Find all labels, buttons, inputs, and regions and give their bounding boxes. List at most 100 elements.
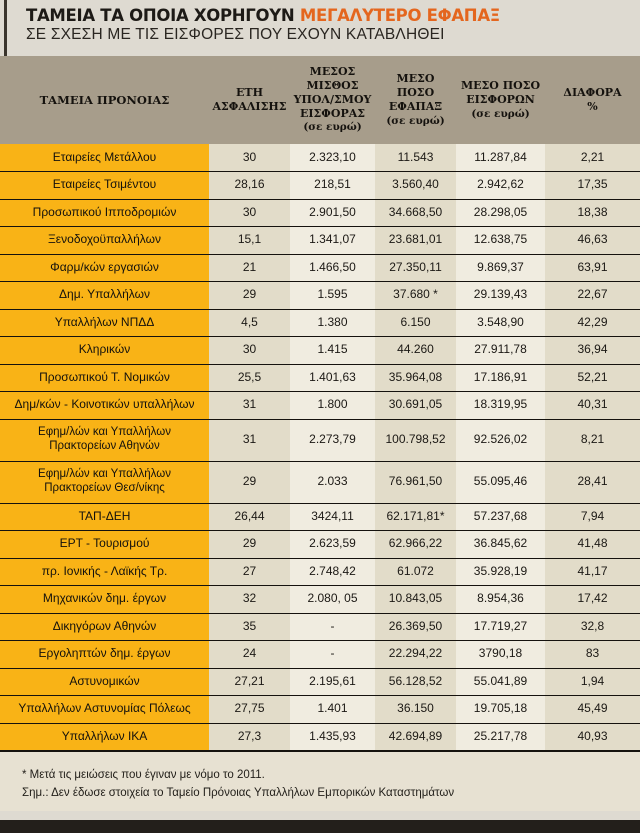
header-line-1: ΜΕΣΟΣ: [309, 65, 356, 79]
table-row: Προσωπικού Τ. Νομικών 25,5 1.401,63 35.964,…: [0, 364, 640, 392]
cell-fund-name: ΤΑΠ-ΔΕΗ: [0, 503, 209, 531]
cell-insurance-years: 21: [209, 254, 290, 282]
cell-insurance-years: 31: [209, 419, 290, 462]
header-line-2: ΜΙΣΘΟΣ: [306, 79, 359, 93]
cell-difference-percent: 40,93: [545, 723, 640, 752]
cell-insurance-years: 25,5: [209, 364, 290, 392]
cell-average-salary: 2.273,79: [290, 419, 375, 462]
cell-difference-percent: 22,67: [545, 281, 640, 310]
header-unit-note: (σε ευρώ): [303, 121, 362, 134]
cell-average-salary: -: [290, 640, 375, 669]
cell-difference-percent: 28,41: [545, 461, 640, 504]
cell-difference-percent: 36,94: [545, 336, 640, 365]
cell-average-salary: 1.435,93: [290, 723, 375, 752]
header-line-4: ΕΙΣΦΟΡΑΣ: [299, 106, 366, 120]
column-header-average-salary: ΜΕΣΟΣ ΜΙΣΘΟΣ ΥΠΟΛ/ΣΜΟΥ ΕΙΣΦΟΡΑΣ (σε ευρώ…: [290, 56, 375, 144]
fund-name-line-1: Εφημ/λών και Υπαλλήλων: [38, 468, 171, 481]
cell-average-contributions: 8.954,36: [456, 585, 545, 614]
table-row: πρ. Ιονικής - Λαϊκής Τρ. 27 2.748,42 61.072…: [0, 558, 640, 586]
column-header-insurance-years: ΕΤΗ ΑΣΦΑΛΙΣΗΣ: [209, 56, 290, 144]
cell-average-salary: 1.800: [290, 391, 375, 420]
header-line-1: ΜΕΣΟ ΠΟΣΟ: [460, 79, 541, 93]
cell-average-salary: 1.595: [290, 281, 375, 310]
cell-average-lump-sum: 61.072: [375, 558, 456, 586]
cell-average-salary: 1.415: [290, 336, 375, 365]
cell-average-contributions: 19.705,18: [456, 695, 545, 724]
cell-fund-name: ΕΡΤ - Τουρισμού: [0, 530, 209, 559]
cell-average-contributions: 17.186,91: [456, 364, 545, 392]
table-row: Εφημ/λών και Υπαλλήλων Πρακτορείων Θεσ/νί…: [0, 461, 640, 504]
header-line-2: ΑΣΦΑΛΙΣΗΣ: [212, 100, 287, 113]
title-highlight-part: ΜΕΓΑΛΥΤΕΡΟ ΕΦΑΠΑΞ: [299, 6, 500, 25]
cell-fund-name: Κληρικών: [0, 336, 209, 365]
cell-average-salary: 3424,11: [290, 503, 375, 531]
table-row: Μηχανικών δημ. έργων 32 2.080, 05 10.843,05…: [0, 585, 640, 614]
cell-insurance-years: 26,44: [209, 503, 290, 531]
cell-fund-name: Δημ/κών - Κοινοτικών υπαλλήλων: [0, 391, 209, 420]
cell-average-contributions: 18.319,95: [456, 391, 545, 420]
title-block: ΤΑΜΕΙΑ ΤΑ ΟΠΟΙΑ ΧΟΡΗΓΟΥΝ ΜΕΓΑΛΥΤΕΡΟ ΕΦΑΠ…: [0, 0, 640, 56]
cell-average-lump-sum: 36.150: [375, 695, 456, 724]
cell-fund-name: Εφημ/λών και Υπαλλήλων Πρακτορείων Θεσ/νί…: [0, 461, 209, 504]
table-row: ΕΡΤ - Τουρισμού 29 2.623,59 62.966,22 36.845…: [0, 530, 640, 559]
cell-fund-name: Προσωπικού Τ. Νομικών: [0, 364, 209, 392]
cell-insurance-years: 30: [209, 336, 290, 365]
table-row: Ξενοδοχοϋπαλλήλων 15,1 1.341,07 23.681,01 12…: [0, 226, 640, 255]
cell-difference-percent: 83: [545, 640, 640, 669]
cell-difference-percent: 52,21: [545, 364, 640, 392]
cell-fund-name: πρ. Ιονικής - Λαϊκής Τρ.: [0, 558, 209, 586]
table-row: Εργοληπτών δημ. έργων 24-22.294,22 3790,18…: [0, 640, 640, 669]
cell-insurance-years: 27: [209, 558, 290, 586]
table-body: Εταιρείες Μετάλλου 30 2.323,10 11.543 11.287…: [0, 144, 640, 752]
cell-average-lump-sum: 62.171,81*: [375, 503, 456, 531]
cell-insurance-years: 30: [209, 199, 290, 227]
cell-average-contributions: 9.869,37: [456, 254, 545, 282]
cell-fund-name: Δημ. Υπαλλήλων: [0, 281, 209, 310]
cell-fund-name: Μηχανικών δημ. έργων: [0, 585, 209, 614]
cell-average-contributions: 55.095,46: [456, 461, 545, 504]
cell-fund-name: Εργοληπτών δημ. έργων: [0, 640, 209, 669]
cell-average-contributions: 3.548,90: [456, 309, 545, 337]
cell-average-lump-sum: 34.668,50: [375, 199, 456, 227]
cell-average-salary: 2.033: [290, 461, 375, 504]
table-row: Αστυνομικών 27,21 2.195,61 56.128,52 55.041,…: [0, 668, 640, 696]
cell-average-lump-sum: 56.128,52: [375, 668, 456, 696]
cell-fund-name: Υπαλλήλων ΙΚΑ: [0, 723, 209, 752]
cell-average-salary: -: [290, 613, 375, 641]
cell-insurance-years: 30: [209, 144, 290, 172]
cell-fund-name: Εταιρείες Μετάλλου: [0, 144, 209, 172]
cell-insurance-years: 28,16: [209, 171, 290, 200]
cell-insurance-years: 4,5: [209, 309, 290, 337]
cell-average-lump-sum: 44.260: [375, 336, 456, 365]
table-row: Υπαλλήλων ΝΠΔΔ 4,5 1.380 6.150 3.548,90 42,29: [0, 309, 640, 337]
cell-average-contributions: 12.638,75: [456, 226, 545, 255]
cell-average-salary: 2.623,59: [290, 530, 375, 559]
cell-average-contributions: 36.845,62: [456, 530, 545, 559]
cell-average-salary: 2.901,50: [290, 199, 375, 227]
header-line-2: %: [587, 100, 598, 113]
cell-average-lump-sum: 26.369,50: [375, 613, 456, 641]
cell-difference-percent: 41,17: [545, 558, 640, 586]
cell-average-lump-sum: 23.681,01: [375, 226, 456, 255]
header-unit-note: (σε ευρώ): [471, 107, 530, 120]
cell-insurance-years: 31: [209, 391, 290, 420]
table-row: Δημ/κών - Κοινοτικών υπαλλήλων 31 1.800 30.…: [0, 391, 640, 420]
cell-difference-percent: 40,31: [545, 391, 640, 420]
table-row: Υπαλλήλων ΙΚΑ 27,3 1.435,93 42.694,89 25.217…: [0, 723, 640, 752]
cell-difference-percent: 17,42: [545, 585, 640, 614]
table-row: ΤΑΠ-ΔΕΗ 26,44 3424,11 62.171,81* 57.237,68 7,…: [0, 503, 640, 531]
cell-average-salary: 218,51: [290, 171, 375, 200]
footnotes: * Μετά τις μειώσεις που έγιναν με νόμο τ…: [0, 751, 640, 811]
cell-fund-name: Εφημ/λών και Υπαλλήλων Πρακτορείων Αθηνών: [0, 419, 209, 462]
cell-fund-name: Υπαλλήλων ΝΠΔΔ: [0, 309, 209, 337]
cell-insurance-years: 35: [209, 613, 290, 641]
cell-average-salary: 1.380: [290, 309, 375, 337]
cell-insurance-years: 29: [209, 530, 290, 559]
cell-insurance-years: 29: [209, 281, 290, 310]
cell-average-salary: 1.401,63: [290, 364, 375, 392]
cell-average-lump-sum: 10.843,05: [375, 585, 456, 614]
cell-average-lump-sum: 62.966,22: [375, 530, 456, 559]
header-line-3: ΥΠΟΛ/ΣΜΟΥ: [293, 92, 372, 106]
fund-name-line-2: Πρακτορείων Θεσ/νίκης: [44, 482, 165, 494]
cell-average-lump-sum: 100.798,52: [375, 419, 456, 462]
